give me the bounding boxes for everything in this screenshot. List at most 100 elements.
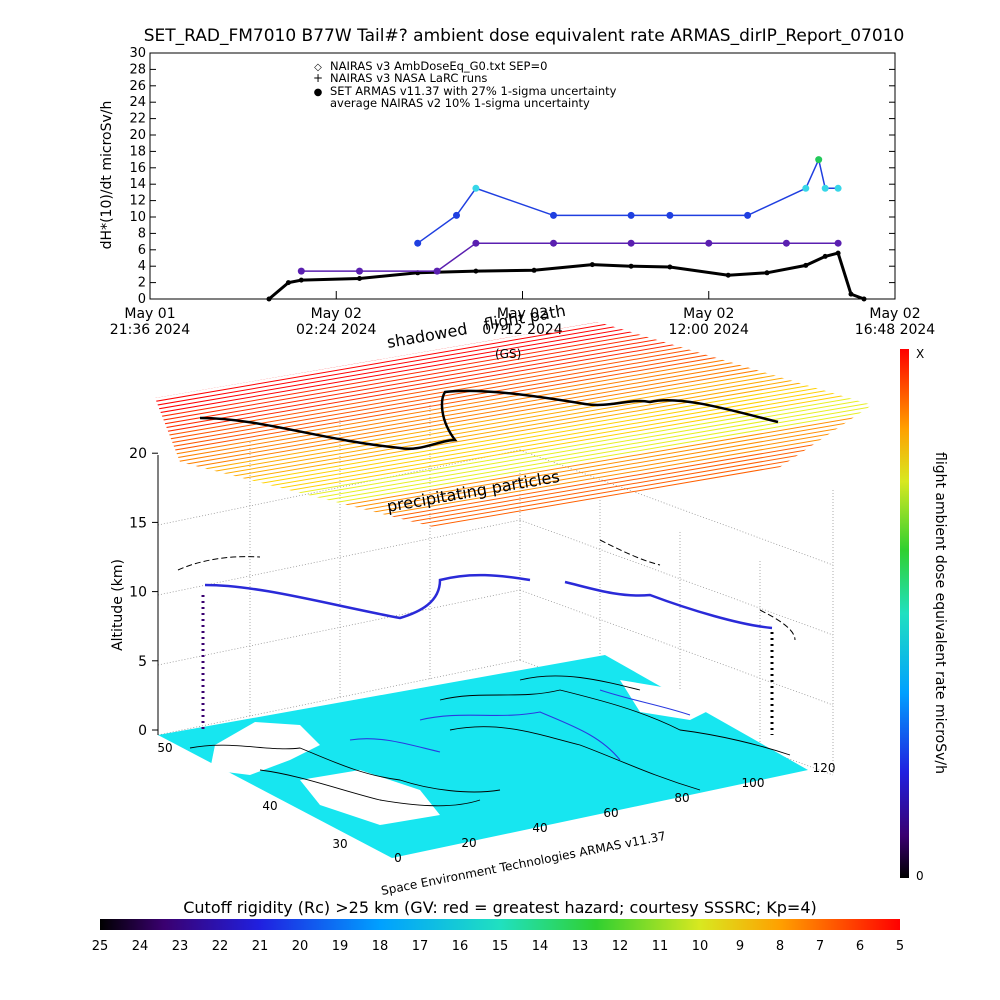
bottom-colorbar: Cutoff rigidity (Rc) >25 km (GV: red = g… (92, 898, 904, 954)
series-nairas-v2-point (433, 267, 441, 275)
legend-symbol-nairas-v3: ◇ (314, 62, 322, 73)
altitude-tick-label: 0 (138, 723, 147, 739)
x-tick-time: 02:24 2024 (296, 322, 377, 338)
series-layer (266, 156, 867, 302)
bottom-colorbar-tick-label: 14 (532, 939, 549, 954)
longitude-tick-label: 120 (813, 761, 836, 775)
longitude-tick-label: 100 (742, 776, 765, 790)
legend-text-larc: NAIRAS v3 NASA LaRC runs (330, 71, 487, 85)
series-nairas-v2-point (834, 239, 842, 247)
sheet-stripe (155, 369, 872, 501)
series-armas-point (666, 211, 674, 219)
series-nairas-v2-point (705, 239, 713, 247)
series-nairas-v3-line (268, 251, 865, 301)
series-armas-point (802, 184, 810, 192)
bottom-colorbar-tick-label: 9 (736, 939, 744, 954)
series-nairas-v2-point (297, 267, 305, 275)
bottom-colorbar-ticks: 25 24 23 22 21 20 19 18 17 16 15 14 13 12 11 10 9 8 7 6 5 (92, 939, 904, 954)
series-nairas-v3-point (803, 262, 809, 268)
coastlines (189, 675, 791, 807)
bottom-colorbar-tick-label: 25 (92, 939, 109, 954)
series-nairas-v3-point (861, 296, 867, 302)
y-tick-label: 14 (129, 177, 146, 192)
series-armas-point (821, 184, 829, 192)
right-colorbar-top-label: X (916, 347, 924, 361)
series-nairas-v2-point (472, 239, 480, 247)
series-nairas-v2-point (627, 239, 635, 247)
flight-path-shadow (177, 539, 796, 641)
y-tick-label: 10 (129, 210, 146, 225)
sheet-stripe (155, 322, 872, 413)
x-tick-date: May 02 (683, 306, 734, 322)
right-colorbar-gradient (900, 349, 909, 878)
bottom-colorbar-tick-label: 11 (652, 939, 669, 954)
y-tick-label: 16 (129, 161, 146, 176)
legend-symbol-larc: + (313, 71, 323, 85)
longitude-tick-label: 20 (461, 836, 476, 850)
longitude-tick-label: 80 (674, 791, 689, 805)
regional-borders (349, 689, 691, 761)
altitude-tick-label: 5 (138, 654, 147, 670)
series-armas-point (627, 211, 635, 219)
y-tick-label: 6 (138, 243, 146, 258)
y-tick-label: 0 (138, 292, 146, 307)
y-tick-label: 28 (129, 62, 146, 77)
altitude-tick-label: 20 (129, 446, 147, 462)
bottom-colorbar-tick-label: 15 (492, 939, 509, 954)
latitude-tick-label: 30 (332, 837, 347, 851)
x-tick-date: May 02 (869, 306, 920, 322)
series-armas-point (472, 184, 480, 192)
sheet-stripe (155, 322, 872, 429)
legend-text-armas: SET ARMAS v11.37 with 27% 1-sigma uncert… (330, 84, 617, 98)
sheet-stripe (155, 373, 872, 505)
bottom-colorbar-tick-label: 5 (896, 939, 904, 954)
sheet-stripe (155, 361, 872, 493)
altitude-tick-label: 10 (129, 585, 147, 601)
legend-text-nairas-v3: NAIRAS v3 AmbDoseEq_G0.txt SEP=0 (330, 59, 547, 73)
bottom-colorbar-tick-label: 20 (292, 939, 309, 954)
bottom-colorbar-tick-label: 23 (172, 939, 189, 954)
bottom-colorbar-tick-label: 12 (612, 939, 629, 954)
series-nairas-v3-point (725, 272, 731, 278)
y-tick-label: 20 (129, 128, 146, 143)
y-tick-label: 26 (129, 79, 146, 94)
x-tick-time: 07:12 2024 (482, 322, 563, 338)
flight-path-10km (204, 573, 773, 630)
sheet-stripe (155, 322, 872, 405)
series-nairas-v3-point (822, 253, 828, 259)
sheet-stripe (155, 322, 872, 425)
altitude-ticks: 0 5 10 15 20 (129, 446, 158, 739)
x-tick-time: 16:48 2024 (855, 322, 936, 338)
y-axis-label: dH*(10)/dt microSv/h (99, 101, 115, 250)
legend: ◇ NAIRAS v3 AmbDoseEq_G0.txt SEP=0 + NAI… (313, 59, 617, 110)
legend-symbol-armas: ● (314, 87, 323, 98)
bottom-colorbar-tick-label: 7 (816, 939, 824, 954)
series-armas-point (550, 211, 557, 219)
sheet-stripe (155, 322, 872, 421)
series-armas-point (414, 239, 422, 247)
landmass-east (620, 680, 720, 720)
longitude-tick-label: 60 (603, 806, 618, 820)
series-armas-point (834, 184, 842, 192)
longitude-tick-label: 0 (394, 851, 402, 865)
altitude-axis-label: Altitude (km) (110, 559, 126, 651)
x-tick-date: May 02 (311, 306, 362, 322)
series-nairas-v3-point (298, 277, 304, 283)
series-nairas-v3-point (848, 291, 854, 297)
sheet-stripe (155, 322, 872, 417)
y-tick-label: 18 (129, 144, 146, 159)
x-tick-time: 21:36 2024 (110, 322, 191, 338)
bottom-colorbar-tick-label: 24 (132, 939, 149, 954)
y-tick-label: 2 (138, 276, 146, 291)
y-tick-label: 22 (129, 112, 146, 127)
longitude-ticks: 0 20 40 60 80 100 120 (394, 761, 835, 865)
bottom-colorbar-tick-label: 18 (372, 939, 389, 954)
series-nairas-v2-point (550, 239, 557, 247)
altitude-tick-label: 15 (129, 515, 147, 531)
bottom-colorbar-tick-label: 16 (452, 939, 469, 954)
scene-grid (157, 400, 834, 776)
right-colorbar-bottom-label: 0 (916, 869, 924, 883)
y-tick-label: 8 (138, 226, 146, 241)
